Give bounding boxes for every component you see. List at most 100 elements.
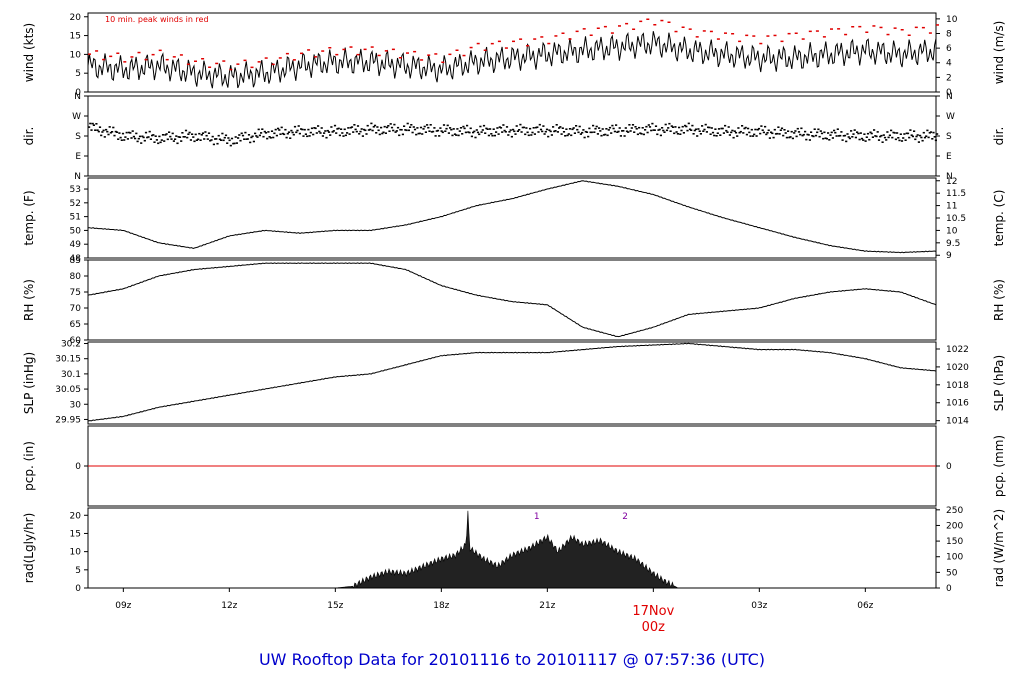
dir-point	[909, 129, 912, 131]
dir-point	[707, 126, 710, 129]
dir-point	[390, 126, 394, 129]
dir-point	[928, 132, 931, 134]
ylabel-right-pcp: pcp. (mm)	[992, 435, 1006, 497]
dir-point	[653, 129, 656, 131]
dir-point	[266, 137, 269, 140]
peak-wind-dash	[745, 34, 749, 37]
dir-point	[819, 130, 822, 132]
dir-point	[342, 135, 345, 137]
dir-point	[252, 140, 255, 143]
ytick-right-label-dir: W	[946, 112, 955, 122]
dir-point	[207, 132, 211, 134]
dir-point	[301, 128, 304, 131]
dir-point	[118, 132, 121, 134]
dir-point	[256, 136, 259, 138]
dir-point	[686, 129, 689, 132]
dir-point	[512, 128, 515, 131]
dir-point	[304, 133, 307, 135]
dir-point	[621, 130, 624, 132]
xtick-label: 12z	[221, 601, 237, 611]
dir-point	[679, 133, 682, 135]
dir-point	[237, 137, 240, 139]
dir-point	[429, 124, 432, 126]
ylabel-right-rad: rad (W/m^2)	[992, 509, 1006, 587]
xtick-label: 06z	[857, 601, 873, 611]
dir-point	[778, 133, 781, 135]
dir-point	[531, 131, 534, 134]
dir-point	[407, 129, 410, 132]
dir-point	[476, 131, 480, 134]
dir-point	[559, 126, 562, 128]
dir-point	[215, 138, 218, 140]
dir-point	[744, 126, 747, 129]
dir-point	[102, 129, 105, 132]
dir-point	[280, 126, 283, 129]
dir-point	[323, 132, 326, 134]
dir-point	[577, 131, 580, 134]
dir-point	[302, 135, 305, 137]
dir-point	[505, 126, 509, 128]
peak-wind-dash	[512, 40, 515, 43]
dir-point	[667, 127, 670, 129]
dir-point	[854, 136, 857, 139]
dir-point	[193, 140, 196, 143]
dir-point	[719, 134, 722, 136]
dir-point	[799, 133, 802, 136]
dir-point	[154, 135, 157, 137]
peak-wind-dash	[504, 47, 508, 49]
peak-wind-dash	[582, 28, 586, 30]
dir-point	[645, 125, 648, 128]
dir-point	[628, 124, 631, 126]
dir-point	[289, 137, 292, 139]
dir-point	[625, 130, 629, 133]
dir-point	[892, 131, 895, 134]
dir-point	[538, 123, 541, 126]
dir-point	[513, 130, 516, 133]
dir-point	[159, 141, 162, 144]
dir-point	[874, 135, 877, 137]
ytick-right-label-wind: 2	[946, 73, 952, 83]
peak-wind-dash	[731, 33, 735, 35]
dir-point	[858, 138, 861, 141]
ylabel-slp: SLP (inHg)	[22, 352, 36, 414]
dir-point	[673, 132, 676, 135]
peak-wind-dash	[879, 26, 883, 29]
dir-point	[349, 126, 352, 129]
ytick-label-rad: 20	[70, 511, 82, 521]
dir-point	[600, 134, 603, 137]
dir-point	[114, 130, 117, 133]
dir-point	[433, 127, 436, 129]
ytick-label-rh: 70	[70, 304, 82, 314]
dir-point	[590, 131, 593, 134]
dir-point	[736, 135, 739, 137]
dir-point	[684, 124, 687, 127]
dir-point	[450, 128, 453, 131]
dir-point	[605, 128, 608, 130]
dir-point	[108, 126, 111, 128]
dir-point	[267, 131, 270, 133]
dir-point	[565, 128, 568, 130]
dir-point	[764, 125, 767, 128]
dir-point	[405, 129, 408, 132]
dir-point	[441, 131, 444, 134]
dir-point	[808, 139, 811, 141]
dir-point	[495, 131, 498, 133]
dir-point	[278, 129, 281, 131]
dir-point	[94, 129, 97, 131]
dir-point	[519, 123, 522, 126]
dir-point	[98, 126, 102, 128]
dir-point	[623, 135, 626, 137]
dir-point	[561, 127, 564, 129]
dir-point	[249, 141, 252, 144]
dir-point	[693, 129, 696, 132]
dir-point	[303, 128, 306, 131]
dir-point	[502, 124, 505, 126]
dir-point	[543, 133, 546, 135]
dir-point	[818, 135, 821, 138]
dir-point	[863, 133, 866, 135]
dir-point	[877, 139, 881, 141]
dir-point	[234, 136, 237, 138]
dir-point	[223, 136, 226, 139]
dir-point	[106, 130, 109, 133]
peak-wind-dash	[554, 35, 558, 37]
